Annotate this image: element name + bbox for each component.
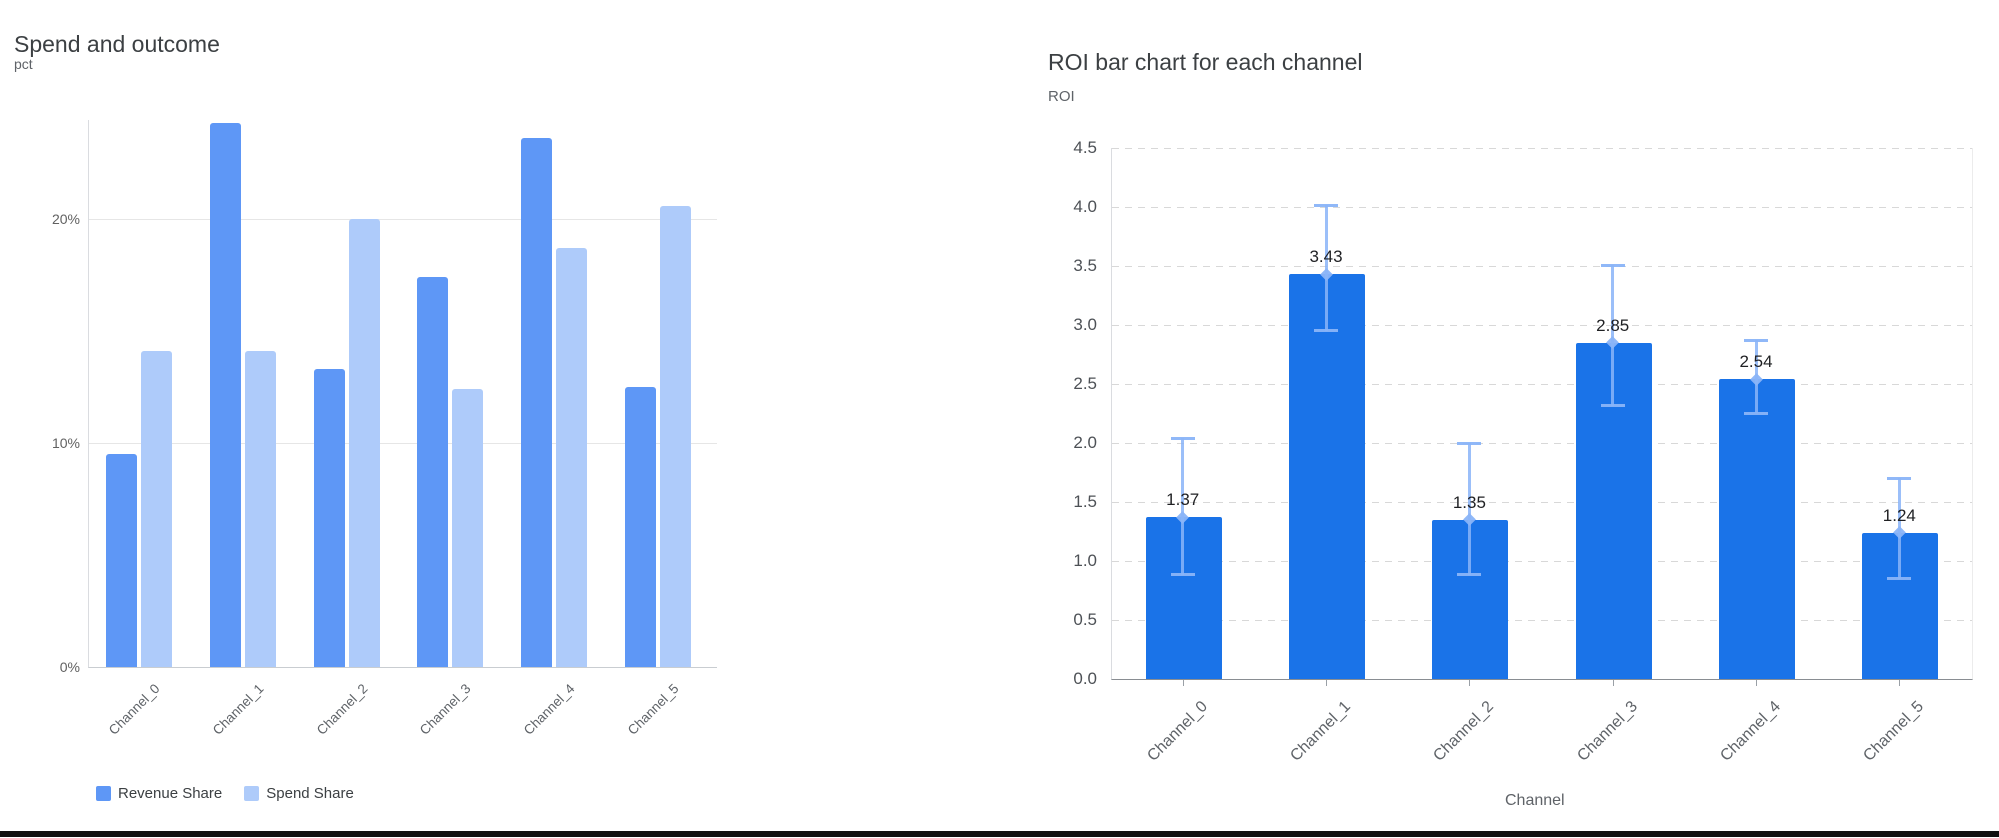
error-cap-bottom-channel_4 <box>1744 411 1769 415</box>
spend-outcome-y-axis-unit: pct <box>14 56 33 72</box>
gridline-2.0 <box>1112 443 1972 444</box>
bar-value-label-channel_0: 1.37 <box>1166 490 1200 510</box>
y-tick-0.0: 0.0 <box>1073 669 1097 688</box>
y-tick-3.0: 3.0 <box>1073 315 1097 334</box>
bar-spend_share-channel_0[interactable] <box>141 351 172 667</box>
gridline-0.5 <box>1112 620 1972 621</box>
bar-spend_share-channel_2[interactable] <box>348 219 380 667</box>
bar-value-label-channel_4: 2.54 <box>1739 352 1773 372</box>
y-tick-0.5: 0.5 <box>1073 610 1097 629</box>
roi-chart-title: ROI bar chart for each channel <box>1048 49 1363 76</box>
gridline-10% <box>89 443 717 444</box>
y-tick-4.5: 4.5 <box>1073 138 1097 157</box>
gridline-2.5 <box>1112 384 1972 385</box>
y-tick-2.0: 2.0 <box>1073 433 1097 452</box>
y-tick-0%: 0% <box>59 659 80 675</box>
legend-label-revenue-share: Revenue Share <box>118 785 223 802</box>
y-tick-1.5: 1.5 <box>1073 492 1097 511</box>
bar-value-label-channel_1: 3.43 <box>1309 247 1343 267</box>
x-label-channel_3: Channel_3 <box>417 681 474 738</box>
bar-value-label-channel_2: 1.35 <box>1452 492 1486 512</box>
spend-share-swatch-icon <box>244 786 260 801</box>
bar-value-label-channel_5: 1.24 <box>1882 505 1916 525</box>
bar-spend_share-channel_5[interactable] <box>660 205 691 667</box>
error-cap-bottom-channel_1 <box>1314 328 1339 332</box>
x-tick-channel_3 <box>1612 680 1614 686</box>
error-bar-channel_0 <box>1181 438 1185 576</box>
gridline-20% <box>89 219 717 220</box>
x-label-channel_1: Channel_1 <box>209 681 267 738</box>
x-label-channel_4: Channel_4 <box>1717 698 1785 765</box>
legend-item-spend-share[interactable]: Spend Share <box>244 785 354 802</box>
x-label-channel_0: Channel_0 <box>1143 698 1211 765</box>
bar-spend_share-channel_1[interactable] <box>244 351 276 667</box>
x-label-channel_3: Channel_3 <box>1573 698 1641 765</box>
bar-revenue_share-channel_3[interactable] <box>417 277 449 667</box>
spend-outcome-plot-area <box>88 120 717 668</box>
gridline-3.0 <box>1112 325 1972 326</box>
y-tick-10%: 10% <box>51 435 80 451</box>
revenue-share-swatch-icon <box>96 786 111 801</box>
gridline-4.0 <box>1112 207 1972 208</box>
roi-y-axis-unit: ROI <box>1048 88 1075 105</box>
x-label-channel_0: Channel_0 <box>105 681 163 738</box>
bottom-divider <box>0 831 1999 837</box>
error-cap-top-channel_5 <box>1887 477 1912 481</box>
spend-outcome-legend: Revenue Share Spend Share <box>96 785 354 802</box>
x-label-channel_1: Channel_1 <box>1287 698 1355 765</box>
error-cap-bottom-channel_2 <box>1457 573 1482 577</box>
x-label-channel_4: Channel_4 <box>521 681 578 738</box>
legend-item-revenue-share[interactable]: Revenue Share <box>96 785 222 802</box>
error-cap-bottom-channel_0 <box>1170 573 1195 577</box>
y-tick-4.0: 4.0 <box>1073 197 1097 216</box>
error-bar-channel_1 <box>1324 204 1328 331</box>
gridline-1.5 <box>1112 502 1972 503</box>
y-tick-2.5: 2.5 <box>1073 374 1097 393</box>
bar-revenue_share-channel_4[interactable] <box>521 138 553 667</box>
bar-spend_share-channel_4[interactable] <box>556 248 588 667</box>
error-cap-top-channel_1 <box>1314 203 1339 207</box>
x-tick-channel_2 <box>1469 680 1471 686</box>
spend-outcome-title: Spend and outcome <box>14 31 220 58</box>
bar-revenue_share-channel_2[interactable] <box>313 369 345 667</box>
bar-revenue_share-channel_0[interactable] <box>106 454 137 667</box>
error-cap-bottom-channel_5 <box>1887 576 1912 580</box>
x-tick-channel_5 <box>1899 680 1901 686</box>
error-cap-top-channel_2 <box>1457 442 1482 445</box>
error-cap-bottom-channel_3 <box>1600 404 1625 408</box>
bar-spend_share-channel_3[interactable] <box>452 389 484 667</box>
bar-roi-channel_1[interactable] <box>1289 274 1366 679</box>
x-label-channel_5: Channel_5 <box>1860 698 1928 765</box>
x-label-channel_2: Channel_2 <box>1430 698 1498 765</box>
x-tick-channel_4 <box>1756 680 1758 686</box>
roi-x-axis-title: Channel <box>1505 792 1565 809</box>
error-cap-top-channel_4 <box>1744 339 1769 343</box>
y-tick-3.5: 3.5 <box>1073 256 1097 275</box>
error-bar-channel_3 <box>1611 264 1615 407</box>
bar-revenue_share-channel_5[interactable] <box>625 387 656 667</box>
x-tick-channel_1 <box>1326 680 1328 686</box>
gridline-1.0 <box>1112 561 1972 562</box>
gridline-4.5 <box>1112 148 1972 149</box>
x-tick-channel_0 <box>1182 680 1184 686</box>
bar-value-label-channel_3: 2.85 <box>1596 315 1630 335</box>
x-label-channel_2: Channel_2 <box>313 681 371 738</box>
error-cap-top-channel_0 <box>1170 437 1195 441</box>
legend-label-spend-share: Spend Share <box>266 785 354 802</box>
x-label-channel_5: Channel_5 <box>624 681 682 738</box>
error-cap-top-channel_3 <box>1600 263 1625 267</box>
gridline-3.5 <box>1112 266 1972 267</box>
y-tick-1.0: 1.0 <box>1073 551 1097 570</box>
y-tick-20%: 20% <box>51 211 80 227</box>
bar-roi-channel_4[interactable] <box>1719 379 1796 679</box>
roi-plot-area <box>1111 148 1973 680</box>
error-bar-channel_2 <box>1467 443 1471 576</box>
bar-revenue_share-channel_1[interactable] <box>209 122 241 667</box>
